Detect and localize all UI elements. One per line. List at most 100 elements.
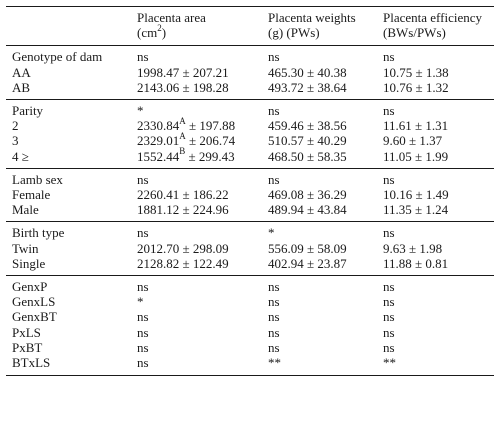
cell-weight: **: [262, 355, 377, 377]
cell-efficiency: 11.05 ± 1.99: [383, 148, 449, 164]
row-label: Female: [12, 187, 51, 203]
table-row: AB 2143.06 ± 198.28 493.72 ± 38.64 10.76…: [6, 80, 494, 100]
cell-area: 1998.47 ± 207.21: [137, 64, 229, 80]
cell-area: *: [137, 294, 144, 310]
table-row: Genotype of dam ns ns ns: [6, 45, 494, 65]
cell-efficiency: ns: [377, 99, 494, 119]
table-row: Parity * ns ns: [6, 99, 494, 119]
cell-area: ns: [131, 45, 262, 65]
cell-efficiency: 11.61 ± 1.31: [383, 118, 449, 134]
row-label: Birth type: [6, 221, 131, 241]
cell-weight: 468.50 ± 58.35: [268, 148, 347, 164]
cell-area: 2012.70 ± 298.09: [137, 240, 229, 256]
cell-efficiency: ns: [377, 221, 494, 241]
table-row: 4 ≥ 1552.44B ± 299.43 468.50 ± 58.35 11.…: [6, 146, 494, 169]
cell-weight: ns: [262, 275, 377, 295]
cell-area: ns: [131, 221, 262, 241]
cell-weight: ns: [262, 45, 377, 65]
row-label: Twin: [12, 240, 39, 256]
header-empty: [6, 5, 131, 46]
table-row: Twin 2012.70 ± 298.09 556.09 ± 58.09 9.6…: [6, 241, 494, 256]
cell-weight: 459.46 ± 38.56: [268, 118, 347, 134]
cell-efficiency: 9.60 ± 1.37: [383, 133, 443, 149]
cell-weight: 489.94 ± 43.84: [268, 202, 347, 218]
row-label: 4 ≥: [12, 148, 29, 164]
header-placenta-area: Placenta area (cm2): [131, 5, 262, 46]
cell-area: *: [131, 99, 262, 119]
cell-efficiency: ns: [377, 167, 494, 188]
header-placenta-efficiency: Placenta efficiency (BWs/PWs): [377, 5, 494, 46]
table-row: Single 2128.82 ± 122.49 402.94 ± 23.87 1…: [6, 256, 494, 276]
table-row: 3 2329.01A ± 206.74 510.57 ± 40.29 9.60 …: [6, 131, 494, 149]
row-label: GenxBT: [12, 309, 57, 325]
cell-efficiency: **: [377, 355, 494, 377]
cell-weight: ns: [268, 324, 280, 340]
table-row: GenxLS * ns ns: [6, 294, 494, 309]
row-label: GenxLS: [12, 294, 56, 310]
cell-weight: ns: [268, 339, 280, 355]
cell-efficiency: ns: [377, 275, 494, 295]
row-label: BTxLS: [6, 355, 131, 377]
cell-efficiency: ns: [383, 324, 395, 340]
row-label: GenxP: [6, 275, 131, 295]
cell-area: 1552.44B ± 299.43: [137, 146, 235, 164]
cell-area: 2260.41 ± 186.22: [137, 187, 229, 203]
cell-efficiency: 11.35 ± 1.24: [383, 202, 449, 218]
row-label: AB: [12, 79, 31, 95]
cell-efficiency: ns: [383, 294, 395, 310]
header-placenta-weights: Placenta weights (g) (PWs): [262, 5, 377, 46]
cell-area: ns: [131, 275, 262, 295]
cell-weight: ns: [268, 294, 280, 310]
row-label: Lamb sex: [6, 167, 131, 188]
row-label: Parity: [6, 99, 131, 119]
row-label: Single: [12, 255, 46, 271]
table-row: GenxBT ns ns ns: [6, 309, 494, 324]
row-label: PxLS: [12, 324, 41, 340]
cell-area: 2329.01A ± 206.74: [137, 131, 236, 149]
cell-efficiency: ns: [377, 45, 494, 65]
cell-area: ns: [137, 309, 149, 325]
cell-weight: 402.94 ± 23.87: [268, 255, 347, 271]
table-row: AA 1998.47 ± 207.21 465.30 ± 40.38 10.75…: [6, 65, 494, 80]
cell-efficiency: 11.88 ± 0.81: [383, 255, 449, 271]
cell-efficiency: ns: [383, 339, 395, 355]
cell-efficiency: 9.63 ± 1.98: [383, 240, 443, 256]
cell-weight: ns: [262, 167, 377, 188]
row-label: Genotype of dam: [6, 45, 131, 65]
cell-weight: 493.72 ± 38.64: [268, 79, 347, 95]
cell-weight: *: [262, 221, 377, 241]
cell-efficiency: 10.16 ± 1.49: [383, 187, 449, 203]
cell-weight: 469.08 ± 36.29: [268, 187, 347, 203]
row-label: PxBT: [12, 339, 43, 355]
cell-weight: ns: [268, 309, 280, 325]
cell-area: ns: [137, 324, 149, 340]
cell-efficiency: 10.76 ± 1.32: [383, 79, 449, 95]
cell-weight: ns: [262, 99, 377, 119]
table-row: GenxP ns ns ns: [6, 275, 494, 295]
table-row: Lamb sex ns ns ns: [6, 167, 494, 188]
row-label: 3: [12, 133, 19, 149]
cell-area: 2143.06 ± 198.28: [137, 79, 229, 95]
table-row: Female 2260.41 ± 186.22 469.08 ± 36.29 1…: [6, 187, 494, 202]
table-row: 2 2330.84A ± 197.88 459.46 ± 38.56 11.61…: [6, 115, 494, 134]
row-label: AA: [12, 64, 31, 80]
table-row: Male 1881.12 ± 224.96 489.94 ± 43.84 11.…: [6, 202, 494, 222]
cell-weight: 510.57 ± 40.29: [268, 133, 347, 149]
cell-area: ns: [137, 339, 149, 355]
cell-efficiency: ns: [383, 309, 395, 325]
cell-weight: 465.30 ± 40.38: [268, 64, 347, 80]
cell-weight: 556.09 ± 58.09: [268, 240, 347, 256]
table-row: BTxLS ns ** **: [6, 355, 494, 377]
placenta-table: Placenta area (cm2) Placenta weights (g)…: [6, 5, 494, 377]
cell-efficiency: 10.75 ± 1.38: [383, 64, 449, 80]
header-row: Placenta area (cm2) Placenta weights (g)…: [6, 5, 494, 46]
table-row: PxLS ns ns ns: [6, 325, 494, 340]
row-label: Male: [12, 202, 39, 218]
cell-area: 2128.82 ± 122.49: [137, 255, 229, 271]
cell-area: 2330.84A ± 197.88: [137, 115, 236, 134]
cell-area: ns: [131, 355, 262, 377]
cell-area: ns: [131, 167, 262, 188]
row-label: 2: [12, 118, 19, 134]
table-row: PxBT ns ns ns: [6, 340, 494, 355]
